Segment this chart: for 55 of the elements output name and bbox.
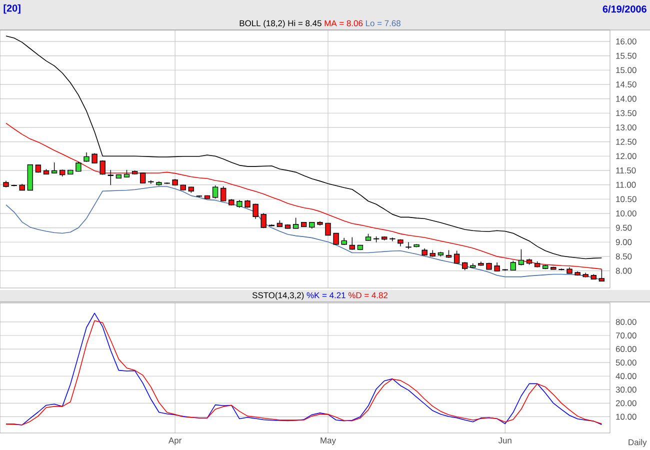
chart-title: BOLL (18,2) (240, 20, 285, 28)
chart-title: SSTO(14,3,2) (252, 292, 304, 300)
y-tick-label: 9.50 (616, 224, 632, 231)
y-tick-label: 10.00 (616, 414, 636, 420)
y-tick-label: 80.00 (616, 318, 636, 325)
y-tick-label: 12.50 (616, 138, 636, 145)
candlestick (252, 203, 258, 220)
y-tick-label: 8.50 (616, 253, 632, 260)
x-tick-label: Jun (498, 438, 512, 444)
candlestick (260, 212, 266, 228)
x-tick-label: May (320, 438, 336, 446)
candlestick (148, 180, 154, 184)
y-tick-label: 12.00 (616, 153, 636, 160)
text: Lo = 7.68 (366, 20, 400, 26)
candlestick (100, 160, 106, 176)
y-tick-label: 13.00 (616, 124, 636, 130)
candlestick (598, 269, 605, 282)
text: Daily (628, 439, 647, 447)
candlestick (390, 237, 396, 242)
candlestick (220, 186, 226, 202)
candlestick (454, 250, 460, 264)
candlestick (108, 170, 114, 186)
y-tick-label: 10.00 (616, 210, 636, 216)
y-tick-label: 16.00 (616, 38, 636, 44)
candlestick (212, 185, 218, 199)
y-tick-label: 8.00 (616, 268, 632, 274)
text: [20] (4, 4, 20, 14)
candlestick (406, 242, 412, 250)
text: 6/19/2006 (602, 5, 646, 13)
y-tick-label: 50.00 (616, 360, 636, 366)
candlestick (84, 152, 90, 162)
candlestick (92, 152, 98, 164)
y-tick-label: 15.50 (616, 52, 636, 59)
y-tick-label: 14.00 (616, 96, 636, 102)
y-tick-label: 11.00 (616, 182, 636, 188)
text: %D = 4.82 (348, 292, 388, 298)
x-tick-label: Apr (168, 438, 182, 446)
y-tick-label: 20.00 (616, 400, 636, 406)
y-tick-label: 11.50 (616, 167, 636, 174)
candlestick (349, 236, 356, 250)
y-tick-label: 15.00 (616, 67, 636, 74)
candlestick (51, 162, 58, 174)
y-tick-label: 9.00 (616, 239, 632, 246)
y-tick-label: 60.00 (616, 346, 636, 352)
y-tick-label: 14.50 (616, 81, 636, 88)
y-tick-label: 70.00 (616, 332, 636, 338)
y-tick-label: 30.00 (616, 386, 636, 393)
y-tick-label: 10.50 (616, 196, 636, 202)
text: Hi = 8.45 (288, 20, 322, 26)
y-tick-label: 40.00 (616, 373, 636, 380)
text: MA = 8.06 (324, 20, 363, 26)
candlestick (510, 260, 516, 271)
text: %K = 4.21 (306, 292, 346, 298)
y-tick-label: 13.50 (616, 110, 636, 116)
candlestick (518, 248, 524, 266)
